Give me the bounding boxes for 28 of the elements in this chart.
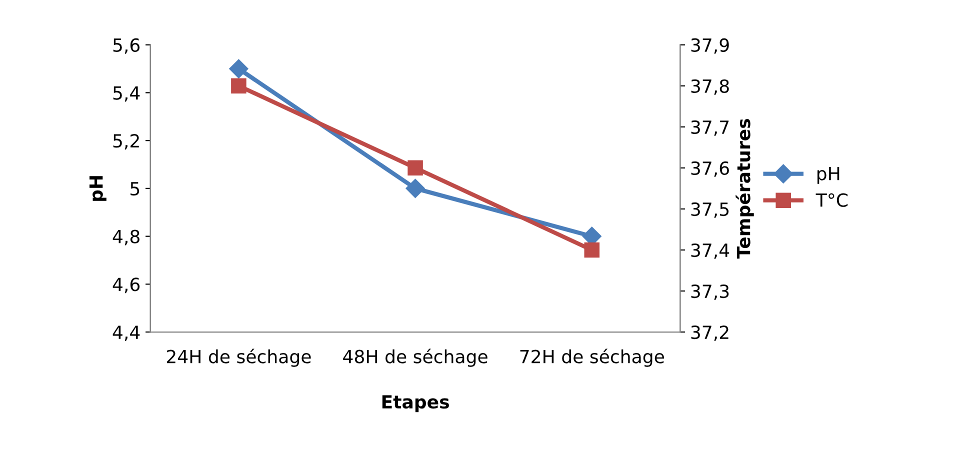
y-axis-title: pH	[89, 176, 106, 201]
y2-tick-label: 37,4	[691, 243, 730, 259]
y-tick-label: 4,4	[112, 326, 140, 341]
y2-tick-label: 37,3	[691, 284, 729, 300]
x-tick-label: 72H de séchage	[520, 348, 664, 367]
point	[231, 78, 246, 94]
y-tick-label: 5,4	[113, 86, 140, 102]
y2-tick-label: 37,6	[691, 161, 729, 177]
y2-tick-label: 37,8	[691, 79, 729, 95]
y-tick-label: 4,6	[112, 278, 140, 294]
y2-tick-label: 37,2	[691, 325, 728, 341]
y2-tick-label: 37,7	[691, 120, 729, 136]
x-axis-title: Etapes	[382, 395, 449, 412]
point	[584, 242, 600, 258]
y-tick-label: 5	[130, 182, 140, 196]
y2-tick-label: 37,9	[691, 38, 729, 54]
y-tick-label: 4,8	[112, 230, 140, 246]
x-tick-label: 24H de séchage	[166, 348, 311, 367]
y-tick-label: 5,2	[113, 134, 139, 150]
legend-label: pH	[817, 167, 840, 184]
x-tick-label: 48H de séchage	[343, 348, 488, 367]
point	[229, 59, 248, 78]
y2-tick-label: 37,5	[691, 202, 729, 218]
point	[408, 160, 423, 176]
y-tick-label: 5,6	[113, 38, 140, 54]
y2-axis-title: Températures	[736, 118, 754, 259]
legend-label: T°C	[816, 193, 848, 207]
point	[406, 178, 425, 198]
